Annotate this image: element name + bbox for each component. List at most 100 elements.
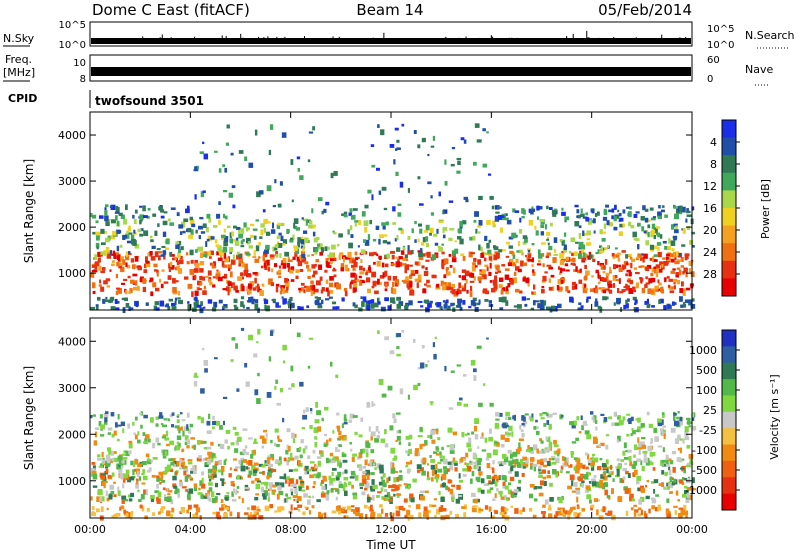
velocity-cell xyxy=(197,492,203,495)
velocity-cell xyxy=(653,479,659,484)
velocity-cell xyxy=(622,450,626,456)
power-cell xyxy=(407,187,410,193)
power-cell xyxy=(572,263,577,266)
power-cell xyxy=(485,290,489,295)
power-cell xyxy=(217,257,223,261)
velocity-cell xyxy=(440,496,445,502)
power-cell xyxy=(649,257,653,261)
velocity-cell xyxy=(633,454,636,458)
velocity-cell xyxy=(532,444,538,451)
velocity-cell xyxy=(630,416,634,422)
power-cell xyxy=(263,262,266,268)
power-cell xyxy=(405,258,409,262)
power-cell xyxy=(542,275,547,282)
power-cell xyxy=(154,287,160,292)
power-cell xyxy=(366,304,371,311)
velocity-cell xyxy=(236,388,240,392)
power-cell xyxy=(487,253,493,256)
power-cell xyxy=(371,164,376,168)
power-cell xyxy=(315,259,320,263)
velocity-cell xyxy=(508,470,513,474)
nsky-tick-top: 10^5 xyxy=(59,20,86,31)
power-cell xyxy=(550,274,555,278)
velocity-cell xyxy=(522,507,525,512)
velocity-cell xyxy=(160,423,164,426)
power-cell xyxy=(644,217,649,223)
power-cell xyxy=(648,278,653,284)
power-ytick-label: 1000 xyxy=(58,267,86,280)
velocity-cell xyxy=(665,461,670,467)
power-cell xyxy=(202,223,207,228)
velocity-cell xyxy=(346,505,352,511)
power-cell xyxy=(95,242,100,248)
power-cell xyxy=(618,212,622,217)
power-cell xyxy=(615,279,620,282)
velocity-cell xyxy=(538,492,544,497)
power-cell xyxy=(670,240,676,246)
power-cell xyxy=(501,216,506,221)
velocity-cell xyxy=(371,401,374,408)
velocity-cell xyxy=(419,495,425,501)
velocity-cell xyxy=(677,434,681,441)
power-cell xyxy=(259,290,264,296)
velocity-cell xyxy=(532,514,537,518)
velocity-cell xyxy=(657,507,662,511)
power-cell xyxy=(229,238,233,243)
power-cell xyxy=(329,252,334,258)
velocity-cell xyxy=(569,509,572,514)
velocity-cell xyxy=(371,403,376,406)
velocity-cell xyxy=(489,402,494,407)
power-cell xyxy=(449,228,455,231)
velocity-cell xyxy=(491,478,496,485)
power-cell xyxy=(629,279,633,285)
power-cell xyxy=(206,238,210,242)
velocity-cell xyxy=(590,411,594,415)
velocity-cell xyxy=(477,466,481,472)
velocity-cell xyxy=(290,478,294,484)
velocity-cell xyxy=(276,444,280,447)
velocity-cell xyxy=(404,514,408,518)
power-cell xyxy=(621,289,626,293)
power-cell xyxy=(150,256,156,261)
power-cell xyxy=(560,279,564,284)
power-cell xyxy=(91,214,97,219)
velocity-cell xyxy=(176,435,182,441)
power-cell xyxy=(254,258,260,263)
velocity-cell xyxy=(480,478,485,484)
power-cell xyxy=(163,254,166,260)
velocity-cell xyxy=(112,451,117,454)
velocity-xtick-label: 20:00 xyxy=(576,523,608,536)
power-cell xyxy=(336,306,340,310)
velocity-cell xyxy=(573,511,578,517)
power-cell xyxy=(598,287,604,290)
velocity-cell xyxy=(384,336,389,341)
velocity-cell xyxy=(123,509,126,514)
power-cell xyxy=(420,242,425,246)
velocity-cell xyxy=(185,489,188,492)
power-cell xyxy=(394,279,398,283)
velocity-cell xyxy=(208,497,212,502)
velocity-cell xyxy=(278,456,282,461)
power-cell xyxy=(379,275,385,279)
velocity-cell xyxy=(421,344,425,349)
power-cell xyxy=(183,218,189,223)
power-cell xyxy=(282,288,285,294)
velocity-cell xyxy=(620,459,624,462)
velocity-cell xyxy=(637,442,642,448)
power-cell xyxy=(177,249,181,253)
power-cell xyxy=(352,281,357,285)
power-cell xyxy=(395,256,399,259)
power-cell xyxy=(615,254,620,258)
velocity-cell xyxy=(638,498,642,505)
velocity-cell xyxy=(539,412,543,417)
power-cell xyxy=(453,291,459,297)
power-cell xyxy=(499,307,504,310)
velocity-cell xyxy=(216,420,221,426)
velocity-cell xyxy=(220,499,224,503)
freq-tick-top: 10 xyxy=(73,58,86,69)
power-cell xyxy=(128,251,131,254)
velocity-cell xyxy=(134,434,138,440)
power-cell xyxy=(139,214,144,220)
velocity-cell xyxy=(91,468,96,474)
power-cell xyxy=(409,281,413,287)
